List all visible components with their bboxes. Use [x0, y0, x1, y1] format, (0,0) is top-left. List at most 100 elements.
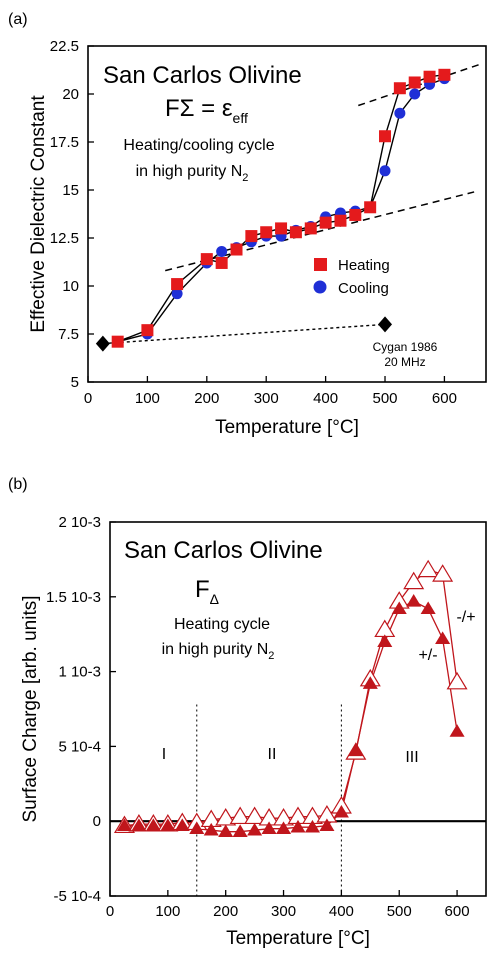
panel-a-ticks: 0 100 200 300 400 500 600 5 7.5 10 12.5 15 17.5 20 22.…	[50, 38, 457, 407]
heating-point	[111, 335, 124, 348]
filled-triangle-point	[261, 821, 277, 834]
heating-point	[349, 208, 362, 221]
x-tick-label: 0	[106, 903, 114, 920]
panel-a-ref-line1: Cygan 1986	[373, 340, 438, 354]
heating-point	[245, 230, 258, 243]
y-tick-label: 1 10-3	[58, 664, 101, 681]
y-tick-label: 12.5	[50, 230, 79, 247]
panel-b-ticks: 0 100 200 300 400 500 600 -5 10-4 0 5 10-4 1 10-3 1…	[46, 514, 470, 920]
open-triangle-point	[244, 806, 266, 825]
filled-triangle-point	[145, 818, 161, 831]
x-tick-label: 300	[254, 390, 279, 407]
filled-triangle-point	[276, 821, 292, 834]
filled-triangle-point	[406, 594, 422, 607]
y-tick-label: 5 10-4	[58, 738, 101, 755]
filled-triangle-point	[377, 634, 393, 647]
y-tick-label: 1.5 10-3	[46, 589, 101, 606]
panel-a-ylabel: Effective Dielectric Constant	[28, 95, 49, 333]
x-tick-label: 500	[387, 903, 412, 920]
open-triangle-point	[432, 564, 454, 582]
panel-a-plot-frame	[87, 45, 487, 383]
x-tick-label: 200	[213, 903, 238, 920]
filled-series-line	[124, 600, 458, 833]
heating-point	[230, 243, 243, 256]
x-tick-label: 400	[329, 903, 354, 920]
heating-point	[364, 201, 377, 214]
filled-triangle-point	[131, 818, 147, 831]
open-triangle-point	[229, 806, 251, 825]
open-triangle-point	[403, 571, 425, 590]
filled-triangle-point	[203, 822, 219, 836]
x-tick-label: 500	[372, 390, 397, 407]
open-triangle-point	[374, 619, 396, 638]
y-tick-label: 2 10-3	[58, 514, 101, 531]
filled-triangle-point	[304, 819, 320, 833]
x-tick-label: 0	[84, 390, 92, 407]
panel-a-tag: (a)	[8, 11, 28, 28]
reference-point	[378, 316, 393, 333]
reference-point	[95, 335, 110, 352]
filled-triangle-point	[319, 818, 335, 831]
panel-a-note-line1: Heating/cooling cycle	[123, 137, 274, 154]
filled-triangle-point	[420, 601, 436, 615]
filled-triangle-point	[290, 819, 306, 833]
heating-point	[393, 82, 406, 95]
filled-triangle-point	[435, 631, 451, 644]
heating-point	[423, 70, 436, 83]
panel-a-ref-line2: 20 MHz	[384, 355, 425, 369]
heating-point	[289, 226, 302, 239]
heating-point	[304, 222, 317, 235]
panel-b-xlabel: Temperature [°C]	[226, 928, 370, 949]
filled-triangle-point	[247, 822, 263, 836]
y-tick-label: 0	[93, 813, 101, 830]
filled-triangle-point	[348, 743, 364, 757]
heating-point	[200, 253, 213, 266]
filled-triangle-point	[362, 676, 378, 689]
panel-b-note-line2: in high purity N2	[162, 641, 275, 662]
filled-triangle-point	[333, 804, 349, 818]
cooling-point	[394, 107, 406, 119]
filled-triangle-point	[232, 824, 248, 837]
curve-label-filled: +/-	[418, 647, 437, 664]
y-tick-label: 7.5	[58, 326, 79, 343]
panel-b-tag: (b)	[8, 476, 28, 493]
x-tick-label: 300	[271, 903, 296, 920]
filled-triangle-point	[449, 724, 465, 737]
x-tick-label: 400	[313, 390, 338, 407]
x-tick-label: 100	[135, 390, 160, 407]
x-tick-label: 100	[155, 903, 180, 920]
region-label-ii: II	[268, 746, 277, 763]
panel-a-formula: FΣ = εeff	[165, 95, 248, 126]
panel-b-note-line1: Heating cycle	[174, 616, 270, 633]
y-tick-label: -5 10-4	[53, 888, 101, 905]
filled-triangle-point	[218, 824, 234, 837]
panel-b-formula: FΔ	[195, 576, 219, 607]
panel-a-note-line2: in high purity N2	[136, 163, 249, 184]
panel-a-marks	[95, 62, 484, 352]
x-tick-label: 600	[432, 390, 457, 407]
y-tick-label: 5	[71, 374, 79, 391]
filled-triangle-point	[160, 818, 176, 831]
panel-b-marks	[110, 559, 486, 896]
heating-point	[141, 324, 154, 337]
legend-heating-label: Heating	[338, 257, 390, 274]
heating-point	[319, 216, 332, 229]
filled-triangle-point	[391, 601, 407, 615]
region-label-iii: III	[405, 749, 418, 766]
open-triangle-point	[417, 559, 439, 578]
curve-label-open: -/+	[456, 609, 475, 626]
region-label-i: I	[162, 746, 166, 763]
heating-point	[379, 130, 392, 143]
panel-b-plot-frame	[109, 521, 487, 897]
reference-line	[102, 323, 386, 345]
cooling-point	[216, 245, 228, 257]
filled-triangle-point	[174, 818, 190, 831]
heating-point	[275, 222, 288, 235]
filled-triangle-point	[189, 821, 205, 834]
panel-b-ylabel: Surface Charge [arb. units]	[20, 595, 41, 822]
filled-triangle-point	[116, 818, 132, 831]
panel-b-title: San Carlos Olivine	[124, 537, 323, 564]
y-tick-label: 15	[62, 182, 79, 199]
legend-cooling-marker	[313, 280, 327, 294]
